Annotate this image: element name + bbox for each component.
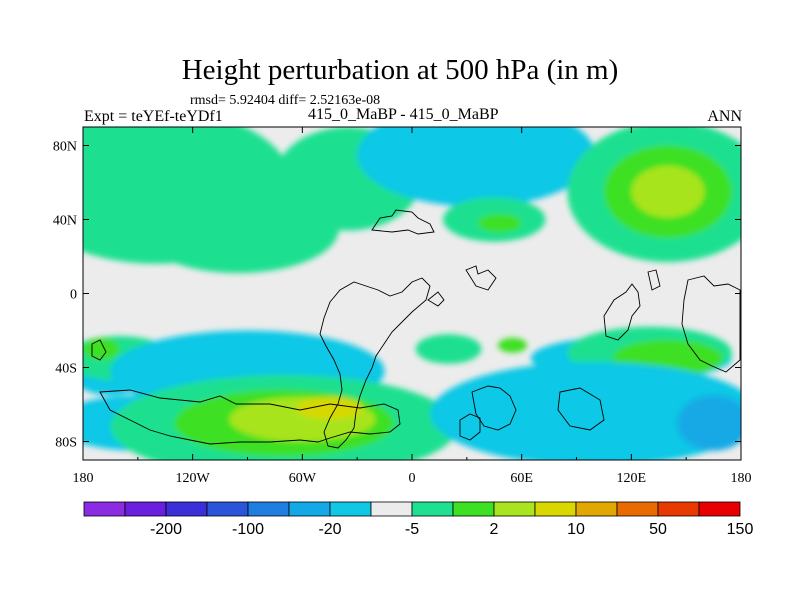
colorbar-swatch — [657, 501, 700, 517]
colorbar-swatch — [452, 501, 495, 517]
contour-region — [357, 127, 595, 207]
x-tick-label: 180 — [73, 471, 94, 486]
contour-region — [477, 213, 522, 233]
experiment-label: Expt = teYEf-teYDf1 — [84, 108, 223, 125]
colorbar-label: -100 — [232, 521, 264, 538]
contour-region — [83, 337, 120, 361]
contour-region — [296, 397, 363, 420]
colorbar-label: 50 — [649, 521, 667, 538]
colorbar-swatch — [124, 501, 167, 517]
y-tick-label: 80S — [55, 436, 77, 451]
colorbar-label: 2 — [490, 521, 499, 538]
x-tick-label: 180 — [731, 471, 752, 486]
colorbar-label: 10 — [567, 521, 585, 538]
colorbar-label: -200 — [150, 521, 182, 538]
coastline-outline — [91, 209, 741, 449]
colorbar-swatch — [534, 501, 577, 517]
contour-region — [415, 334, 482, 364]
chart-title: Height perturbation at 500 hPa (in m) — [181, 54, 619, 86]
y-tick-label: 80N — [53, 140, 77, 155]
y-tick-label: 40N — [53, 214, 77, 229]
y-tick-label: 40S — [55, 362, 77, 377]
colorbar-swatch — [165, 501, 208, 517]
contour-region — [677, 395, 741, 451]
colorbar-swatch — [329, 501, 372, 517]
case-label: 415_0_MaBP - 415_0_MaBP — [308, 106, 499, 123]
y-axis: 80N 40N 0 40S 80S — [53, 140, 741, 451]
colorbar-swatch — [493, 501, 536, 517]
colorbar-swatch — [411, 501, 454, 517]
colorbar-swatch — [370, 501, 413, 517]
colorbar-label: -20 — [318, 521, 341, 538]
contour-region — [497, 337, 528, 353]
x-tick-label: 60E — [510, 471, 533, 486]
contour-region — [631, 165, 705, 218]
colorbar-swatch — [206, 501, 249, 517]
colorbar-swatch — [698, 501, 741, 517]
y-tick-label: 0 — [70, 288, 77, 303]
height-field — [83, 127, 741, 460]
x-tick-label: 120W — [176, 471, 211, 486]
colorbar-label: -5 — [405, 521, 419, 538]
x-tick-label: 60W — [289, 471, 317, 486]
colorbar-swatch — [247, 501, 290, 517]
x-axis: 180 120W 60W 0 60E 120E 180 — [73, 127, 752, 486]
x-tick-label: 0 — [409, 471, 416, 486]
colorbar-swatch — [83, 501, 126, 517]
season-label: ANN — [707, 108, 742, 125]
chart-subtitle: rmsd= 5.92404 diff= 2.52163e-08 — [190, 93, 381, 108]
colorbar-label: 150 — [727, 521, 754, 538]
colorbar-swatch — [575, 501, 618, 517]
colorbar: -200 -100 -20 -5 2 10 50 150 — [83, 501, 754, 538]
contour-region — [430, 361, 741, 460]
x-tick-label: 120E — [617, 471, 647, 486]
colorbar-swatch — [616, 501, 659, 517]
colorbar-swatch — [288, 501, 331, 517]
